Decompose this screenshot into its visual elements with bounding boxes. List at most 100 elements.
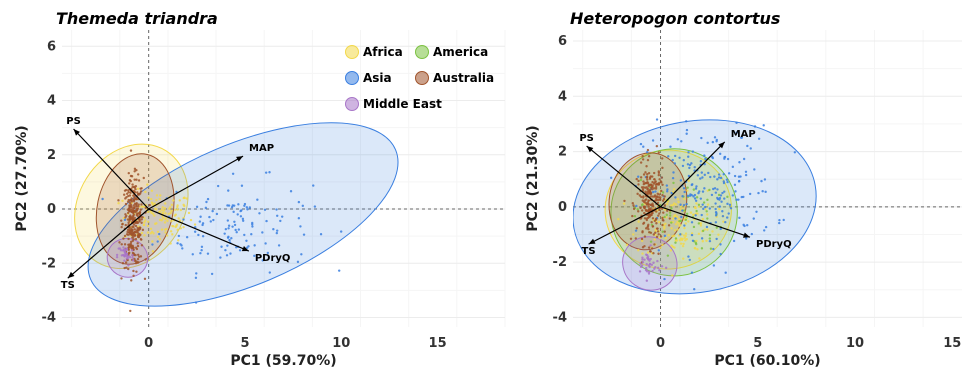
point-africa	[174, 213, 177, 216]
point-australia	[643, 205, 646, 209]
point-australia	[654, 199, 657, 202]
point-australia	[655, 210, 658, 213]
point-australia	[126, 211, 130, 215]
point-australia	[659, 196, 662, 199]
point-australia	[631, 202, 634, 205]
point-africa	[150, 197, 153, 201]
point-asia	[671, 176, 675, 180]
point-middle-east	[125, 254, 128, 258]
grid	[573, 30, 962, 327]
x-tick-label: 0	[656, 336, 665, 351]
loading-arrowhead-ts	[588, 238, 596, 245]
loading-arrows: PS MAP TS PDryQ	[579, 129, 791, 257]
point-america	[663, 215, 666, 219]
point-africa	[158, 197, 161, 201]
point-africa	[146, 183, 149, 186]
point-africa	[701, 240, 704, 243]
point-africa	[169, 206, 172, 209]
point-asia	[714, 202, 717, 205]
point-australia	[646, 224, 650, 228]
point-asia	[719, 176, 723, 180]
point-australia	[133, 216, 136, 220]
point-america	[701, 229, 705, 233]
point-africa	[641, 252, 644, 255]
point-africa	[164, 231, 167, 234]
point-america	[709, 247, 713, 250]
point-australia	[644, 227, 648, 230]
point-america	[708, 237, 712, 240]
point-australia	[139, 208, 142, 211]
point-australia	[134, 259, 137, 263]
point-asia	[232, 204, 236, 207]
point-australia	[121, 262, 125, 265]
point-australia	[143, 277, 147, 281]
point-asia	[782, 218, 785, 222]
point-africa	[622, 202, 626, 205]
y-tick-label: 6	[47, 39, 56, 54]
point-america	[670, 221, 673, 224]
point-australia	[652, 182, 656, 185]
point-asia	[182, 218, 185, 221]
point-africa	[683, 236, 687, 240]
point-middle-east	[117, 247, 120, 250]
point-asia	[688, 163, 692, 167]
point-africa	[704, 208, 707, 211]
point-america	[684, 218, 688, 222]
point-australia	[125, 266, 128, 269]
point-america	[678, 219, 681, 223]
point-australia	[651, 185, 654, 189]
point-middle-east	[647, 270, 651, 273]
point-africa	[678, 239, 682, 242]
point-asia	[689, 193, 692, 196]
point-australia	[648, 188, 652, 192]
point-asia	[734, 190, 737, 193]
point-australia	[656, 183, 659, 186]
point-australia	[120, 225, 123, 229]
point-asia	[685, 132, 688, 135]
point-australia	[136, 191, 139, 194]
point-africa	[156, 230, 160, 233]
point-asia	[231, 172, 235, 175]
x-tick-label: 0	[144, 336, 153, 351]
point-asia	[279, 219, 282, 223]
point-australia	[127, 237, 130, 241]
point-asia	[737, 180, 741, 183]
point-africa	[187, 211, 191, 215]
point-asia	[714, 207, 717, 211]
point-asia	[762, 124, 765, 127]
point-australia	[133, 234, 136, 237]
point-africa	[689, 211, 693, 214]
point-asia	[748, 192, 752, 196]
legend-key-africa	[345, 45, 359, 59]
point-africa	[161, 206, 164, 209]
point-africa	[698, 257, 701, 260]
point-asia	[721, 214, 725, 218]
point-australia	[663, 204, 667, 207]
point-australia	[652, 187, 656, 190]
point-australia	[126, 200, 130, 203]
y-axis-label: PC2 (27.70%)	[14, 125, 30, 231]
point-africa	[675, 215, 679, 219]
point-africa	[671, 203, 675, 207]
point-asia	[261, 231, 264, 234]
point-africa	[677, 200, 680, 204]
point-africa	[684, 239, 687, 242]
point-asia	[193, 230, 197, 233]
point-asia	[206, 252, 210, 255]
panel-title: Themeda triandra	[56, 9, 218, 28]
point-australia	[639, 161, 643, 164]
point-asia	[224, 227, 228, 231]
point-asia	[639, 142, 643, 146]
point-asia	[233, 223, 237, 227]
point-australia	[661, 166, 664, 170]
ellipse-america	[610, 148, 738, 277]
point-asia	[712, 264, 716, 267]
point-asia	[715, 138, 719, 142]
point-australia	[657, 252, 660, 255]
point-asia	[711, 156, 715, 160]
point-africa	[163, 207, 167, 210]
point-australia	[645, 165, 648, 168]
point-australia	[129, 149, 133, 152]
point-australia	[124, 202, 128, 206]
